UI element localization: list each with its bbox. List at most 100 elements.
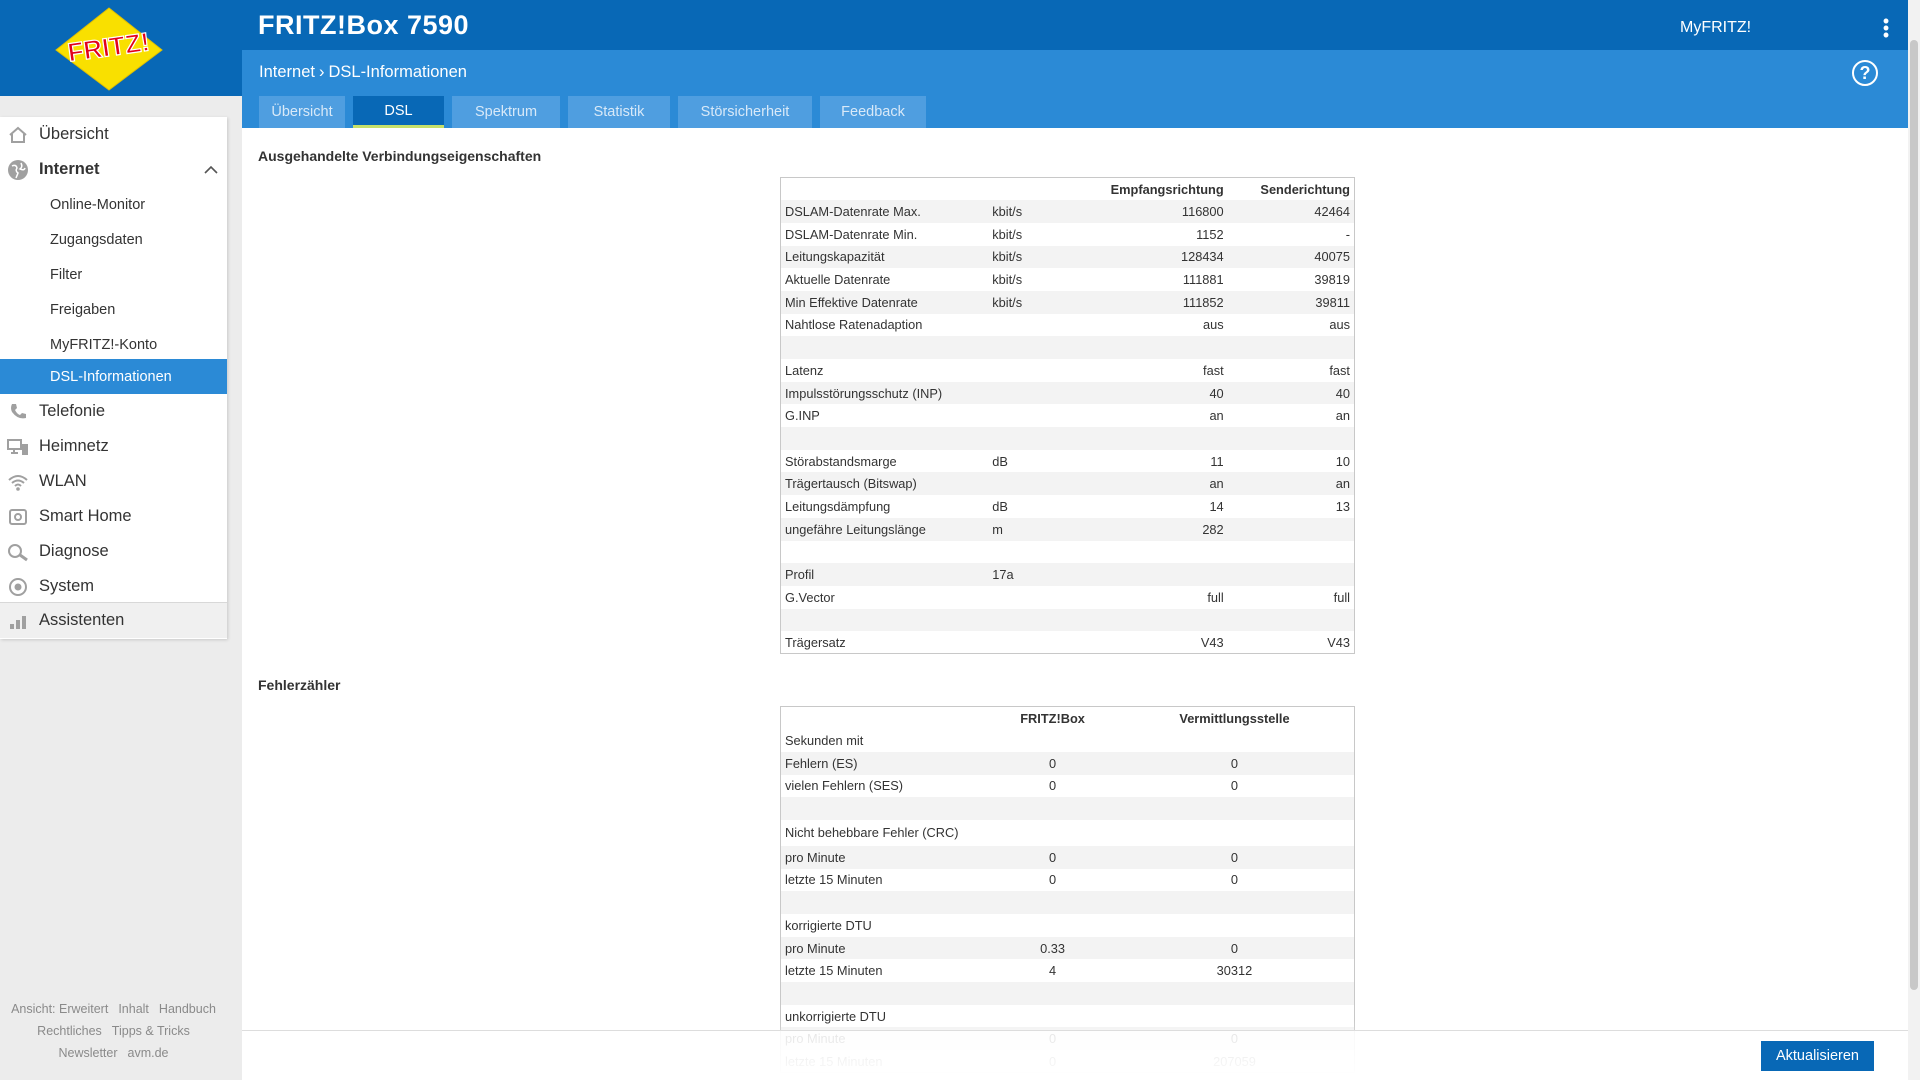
table-cell-unit <box>988 427 1094 450</box>
table-cell-unit <box>988 404 1094 427</box>
table-row: unkorrigierte DTU <box>781 1005 1355 1028</box>
sidebar-item-heimnetz[interactable]: Heimnetz <box>0 429 227 464</box>
tab-dsl[interactable]: DSL <box>353 96 444 128</box>
sidebar-item-internet[interactable]: Internet <box>0 152 227 187</box>
footer-link-newsletter[interactable]: Newsletter <box>58 1046 118 1060</box>
table-row <box>781 541 1355 564</box>
table-cell-name: vielen Fehlern (SES) <box>785 778 904 794</box>
table-cell-rx: 11 <box>1210 453 1224 469</box>
table-cell-unit: kbit/s <box>988 290 1094 314</box>
footer-link-avm[interactable]: avm.de <box>127 1046 169 1060</box>
table-cell-unit: dB <box>992 453 1008 469</box>
sidebar-item-label: Übersicht <box>39 125 109 143</box>
table-header <box>781 178 989 201</box>
table-row: Aktuelle Datenrate kbit/s 111881 39819 <box>781 268 1355 291</box>
table-cell-c1 <box>990 820 1115 846</box>
sidebar: Übersicht Internet Online-Monitor Zugang… <box>0 117 227 639</box>
table-cell-name: Latenz <box>785 362 824 378</box>
table-cell-c2 <box>1115 1005 1355 1028</box>
sidebar-item-diagnose[interactable]: Diagnose <box>0 534 227 569</box>
phone-icon <box>7 401 29 423</box>
table-row: G.Vector full full <box>781 586 1355 609</box>
system-icon <box>7 576 29 598</box>
footer-link-rechtliches[interactable]: Rechtliches <box>37 1024 102 1038</box>
footer-link-inhalt[interactable]: Inhalt <box>118 1002 149 1016</box>
table-cell-rx <box>1093 427 1228 450</box>
table-cell-name: Aktuelle Datenrate <box>785 272 891 288</box>
table-cell-c1: 4 <box>1049 963 1057 979</box>
kebab-menu-icon[interactable]: • • • <box>1882 11 1890 45</box>
table-row: vielen Fehlern (SES) 0 0 <box>781 775 1355 798</box>
table-cell-unit <box>988 608 1094 632</box>
sidebar-sub-freigaben[interactable]: Freigaben <box>50 301 116 318</box>
table-cell-unit <box>988 586 1094 609</box>
table-cell-name <box>781 541 989 564</box>
sidebar-sub-filter[interactable]: Filter <box>50 266 83 283</box>
table-cell-rx <box>1093 608 1228 632</box>
table-row: Nicht behebbare Fehler (CRC) <box>781 820 1355 846</box>
myfritz-link[interactable]: MyFRITZ! <box>1680 19 1752 36</box>
table-cell-rx <box>1093 336 1228 359</box>
table-row: Trägertausch (Bitswap) an an <box>780 472 1355 496</box>
table-row: Latenz fast fast <box>781 359 1355 382</box>
table-header <box>988 178 1094 201</box>
table-cell-tx: 13 <box>1335 498 1350 514</box>
table-cell-rx <box>1093 563 1228 586</box>
table-cell-name <box>780 336 989 359</box>
table-cell-tx: full <box>1333 589 1350 605</box>
fritz-logo[interactable]: FRITZ! <box>54 6 164 92</box>
table-cell-name <box>780 891 991 914</box>
table-cell-rx: 128434 <box>1093 245 1228 269</box>
table-cell-name: DSLAM-Datenrate Max. <box>780 200 989 223</box>
sidebar-item-assistenten[interactable]: Assistenten <box>0 603 227 638</box>
table-row: Leitungsdämpfung dB 14 13 <box>781 495 1355 518</box>
table-cell-tx <box>1227 427 1355 450</box>
tab-uebersicht[interactable]: Übersicht <box>259 96 345 128</box>
sidebar-sub-myfritz-konto[interactable]: MyFRITZ!-Konto <box>50 336 158 353</box>
footer-link-tipps[interactable]: Tipps & Tricks <box>111 1024 190 1038</box>
sidebar-sub-online-monitor[interactable]: Online-Monitor <box>50 196 146 213</box>
table-cell-c2 <box>1115 729 1355 752</box>
sidebar-item-label: Smart Home <box>39 507 132 525</box>
breadcrumb-internet[interactable]: Internet <box>259 63 315 81</box>
tab-statistik[interactable]: Statistik <box>568 96 670 128</box>
table-row <box>780 608 1355 632</box>
help-icon[interactable]: ? <box>1852 60 1878 86</box>
sidebar-item-uebersicht[interactable]: Übersicht <box>0 117 227 152</box>
sidebar-item-wlan[interactable]: WLAN <box>0 464 227 499</box>
tab-spektrum[interactable]: Spektrum <box>452 96 560 128</box>
sidebar-sub-zugangsdaten[interactable]: Zugangsdaten <box>50 231 143 248</box>
sidebar-item-telefonie[interactable]: Telefonie <box>0 394 227 429</box>
bottom-action-bar <box>242 1030 1908 1080</box>
table-cell-rx: aus <box>1203 317 1224 333</box>
table-cell-rx: 116800 <box>1093 200 1228 223</box>
tab-feedback[interactable]: Feedback <box>820 96 926 128</box>
table-cell-unit <box>988 541 1094 564</box>
table-cell-c1 <box>990 914 1115 937</box>
sidebar-item-system[interactable]: System <box>0 569 227 604</box>
sidebar-divider <box>0 602 227 603</box>
table-cell-rx <box>1094 541 1228 564</box>
table-cell-tx: 40075 <box>1227 245 1355 269</box>
connection-table: Empfangsrichtung Senderichtung DSLAM-Dat… <box>780 177 1355 655</box>
sidebar-sub-dsl-informationen[interactable]: DSL-Informationen <box>0 359 227 394</box>
footer-link-ansicht[interactable]: Ansicht: Erweitert <box>11 1002 109 1016</box>
table-cell-name: pro Minute <box>780 845 991 869</box>
table-cell-rx: fast <box>1203 362 1224 378</box>
scrollbar[interactable] <box>1908 0 1920 1080</box>
table-row: Leitungskapazität kbit/s 128434 40075 <box>780 245 1355 269</box>
table-row: korrigierte DTU <box>781 914 1355 937</box>
table-cell-c1: 0 <box>1049 872 1057 888</box>
wizard-icon <box>7 610 29 632</box>
table-cell-tx <box>1227 608 1355 632</box>
scrollbar-thumb[interactable] <box>1910 40 1918 990</box>
sidebar-item-smarthome[interactable]: Smart Home <box>0 499 227 534</box>
table-row: letzte 15 Minuten 0 0 <box>781 869 1355 892</box>
tab-stoersicherheit[interactable]: Störsicherheit <box>678 96 812 128</box>
table-cell-c2: 0 <box>1230 872 1239 888</box>
table-cell-name <box>780 427 989 450</box>
refresh-button[interactable]: Aktualisieren <box>1761 1041 1874 1071</box>
footer-link-handbuch[interactable]: Handbuch <box>158 1002 216 1016</box>
chevron-up-icon[interactable] <box>203 162 219 178</box>
table-cell-tx: aus <box>1329 317 1350 333</box>
